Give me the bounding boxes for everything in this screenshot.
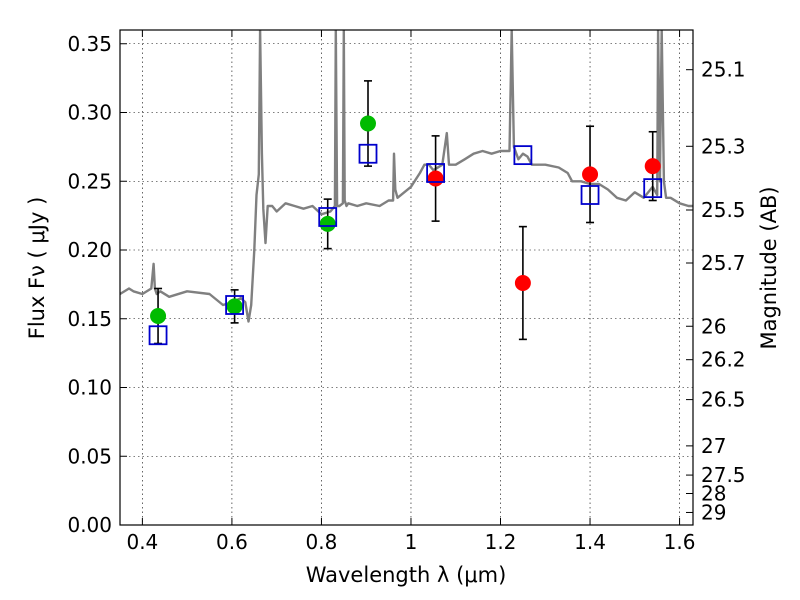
y2-tick-label: 25.5 bbox=[701, 198, 746, 222]
model-point bbox=[318, 207, 338, 227]
y2-tick-label: 25.7 bbox=[701, 251, 746, 275]
model-point bbox=[148, 325, 168, 346]
data-point bbox=[582, 166, 599, 183]
y-tick-label: 0.25 bbox=[67, 169, 112, 193]
y-tick-label: 0.15 bbox=[67, 307, 112, 331]
data-point bbox=[360, 115, 377, 132]
y2-tick-label: 27 bbox=[701, 434, 726, 458]
data-point bbox=[514, 275, 531, 291]
x-tick-label: 1.6 bbox=[664, 530, 696, 554]
model-point bbox=[513, 145, 533, 166]
y-tick-label: 0.00 bbox=[67, 513, 112, 537]
y2-tick-label: 28 bbox=[701, 482, 726, 506]
data-point bbox=[427, 170, 444, 187]
y-tick-label: 0.20 bbox=[67, 238, 112, 262]
y2-tick-label: 29 bbox=[701, 500, 726, 524]
y2-tick-label: 27.5 bbox=[701, 463, 746, 487]
y2-tick-label: 26 bbox=[701, 314, 726, 338]
data-point bbox=[319, 215, 336, 232]
x-tick-label: 0.8 bbox=[306, 530, 338, 554]
y2-axis-label: Magnitude (AB) bbox=[757, 186, 781, 349]
y2-tick-label: 26.5 bbox=[701, 388, 746, 412]
series-layer bbox=[120, 30, 693, 346]
model-point bbox=[580, 185, 600, 205]
x-tick-label: 0.6 bbox=[216, 530, 248, 554]
data-point bbox=[226, 298, 243, 315]
tick-labels: 0.4 0.6 0.8 1 1.2 1.4 1.6 0.00 0.05 0.10 0.15 0.20 0… bbox=[67, 32, 745, 554]
data-point bbox=[150, 308, 167, 324]
y-tick-label: 0.10 bbox=[67, 376, 112, 400]
model-point bbox=[643, 178, 663, 199]
x-tick-label: 1.4 bbox=[574, 530, 606, 554]
plot-frame bbox=[119, 29, 694, 526]
y-axis-label: Flux Fν ( μJy ) bbox=[25, 197, 49, 340]
x-tick-label: 1 bbox=[405, 530, 418, 554]
model-point bbox=[225, 295, 245, 315]
model-point bbox=[426, 163, 445, 183]
y2-tick-label: 25.1 bbox=[701, 58, 746, 82]
data-point bbox=[644, 158, 661, 175]
x-tick-label: 1.2 bbox=[485, 530, 517, 554]
y2-tick-label: 26.2 bbox=[701, 348, 746, 372]
grid-lines bbox=[120, 30, 693, 526]
y-tick-label: 0.35 bbox=[67, 32, 112, 56]
model-point bbox=[358, 143, 378, 164]
y-tick-label: 0.05 bbox=[67, 444, 112, 468]
spectrum-line bbox=[120, 30, 693, 323]
y-tick-label: 0.30 bbox=[67, 101, 112, 125]
y2-tick-label: 25.3 bbox=[701, 134, 746, 158]
x-axis-label: Wavelength λ (μm) bbox=[306, 563, 507, 587]
x-tick-label: 0.4 bbox=[126, 530, 158, 554]
tick-marks bbox=[120, 30, 693, 526]
